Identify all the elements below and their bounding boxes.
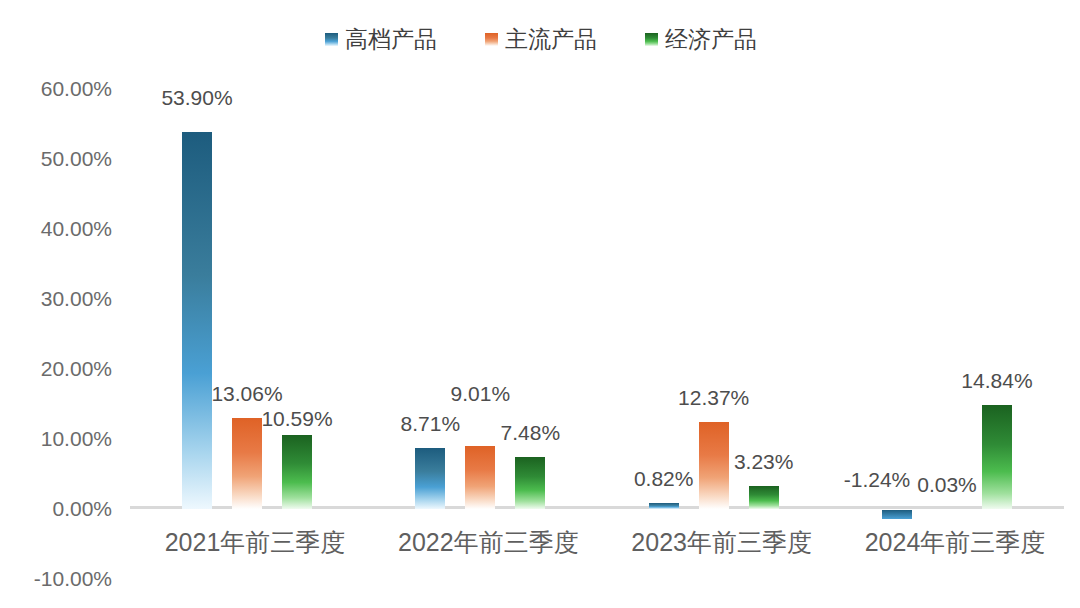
bar-s2-g0 — [282, 435, 312, 509]
data-label-s1-g1: 9.01% — [451, 381, 511, 407]
y-axis-tick-label: 0.00% — [0, 496, 112, 522]
bar-s2-g2 — [749, 486, 779, 509]
data-label-s0-g0: 53.90% — [161, 85, 232, 111]
bar-s0-g2 — [649, 503, 679, 509]
data-label-s2-g1: 7.48% — [501, 420, 561, 446]
bar-s1-g0 — [232, 418, 262, 509]
y-axis-tick-label: 10.00% — [0, 426, 112, 452]
data-label-s0-g2: 0.82% — [634, 466, 694, 492]
mainstream-series-swatch-icon — [485, 33, 498, 46]
data-label-s0-g3: -1.24% — [844, 467, 911, 493]
y-axis-tick-label: 50.00% — [0, 146, 112, 172]
data-label-s2-g3: 14.84% — [961, 368, 1032, 394]
legend-label: 主流产品 — [505, 24, 597, 54]
legend-item-premium: 高档产品 — [325, 24, 437, 54]
bar-s0-g1 — [415, 448, 445, 509]
y-axis-tick-label: 40.00% — [0, 216, 112, 242]
x-axis-category-label: 2023年前三季度 — [602, 527, 842, 557]
premium-series-swatch-icon — [325, 33, 338, 46]
data-label-s2-g2: 3.23% — [734, 449, 794, 475]
bar-chart: 高档产品 主流产品 经济产品 60.00% 50.00% 40.00% 30.00% 2… — [0, 0, 1080, 608]
y-axis-tick-label: 30.00% — [0, 286, 112, 312]
y-axis-tick-label: -10.00% — [0, 566, 112, 592]
legend-item-mainstream: 主流产品 — [485, 24, 597, 54]
economy-series-swatch-icon — [645, 33, 658, 46]
x-axis-category-label: 2021年前三季度 — [135, 527, 375, 557]
data-label-s2-g0: 10.59% — [261, 406, 332, 432]
data-label-s0-g1: 8.71% — [401, 411, 461, 437]
bar-s0-g0 — [182, 132, 212, 509]
y-axis-tick-label: 60.00% — [0, 76, 112, 102]
bar-s0-g3 — [882, 510, 912, 519]
x-axis-line — [130, 506, 1064, 509]
bar-s2-g3 — [982, 405, 1012, 509]
data-label-s1-g3: 0.03% — [917, 472, 977, 498]
y-axis-tick-label: 20.00% — [0, 356, 112, 382]
x-axis-category-label: 2022年前三季度 — [368, 527, 608, 557]
bar-s1-g1 — [465, 446, 495, 509]
legend-label: 高档产品 — [345, 24, 437, 54]
x-axis-category-label: 2024年前三季度 — [835, 527, 1075, 557]
bar-s1-g2 — [699, 422, 729, 509]
bar-s2-g1 — [515, 457, 545, 509]
data-label-s1-g2: 12.37% — [678, 385, 749, 411]
legend-item-economy: 经济产品 — [645, 24, 757, 54]
data-label-s1-g0: 13.06% — [211, 381, 282, 407]
legend-label: 经济产品 — [665, 24, 757, 54]
